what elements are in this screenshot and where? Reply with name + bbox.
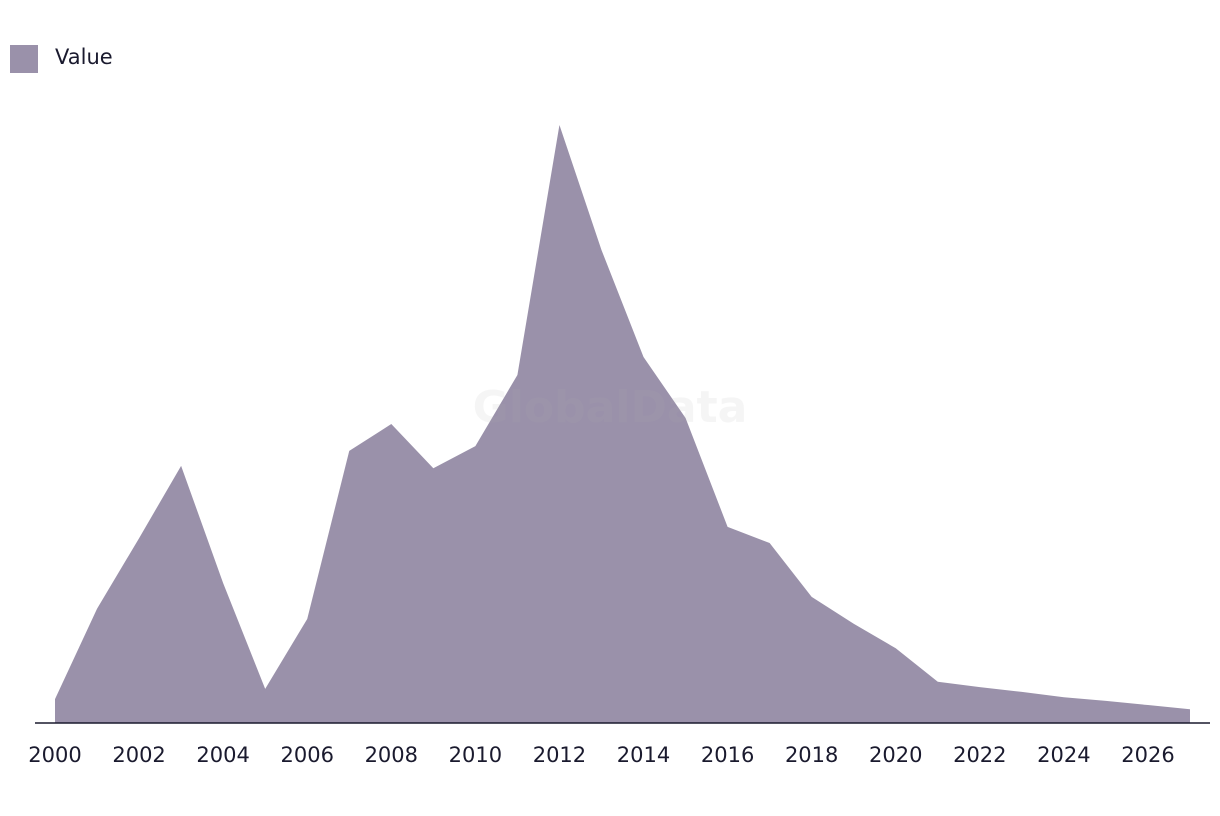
x-tick-label: 2002 [112,743,165,767]
x-tick-label: 2000 [28,743,81,767]
legend-label: Value [55,45,113,69]
x-tick-label: 2014 [617,743,670,767]
x-tick-label: 2004 [196,743,249,767]
x-tick-label: 2020 [869,743,922,767]
x-tick-label: 2010 [449,743,502,767]
x-tick-label: 2006 [280,743,333,767]
x-tick-label: 2024 [1037,743,1090,767]
watermark: GlobalData [473,382,748,433]
x-tick-label: 2016 [701,743,754,767]
x-tick-label: 2026 [1121,743,1174,767]
x-tick-label: 2008 [365,743,418,767]
x-tick-label: 2018 [785,743,838,767]
area [55,125,1190,723]
x-tick-label: 2012 [533,743,586,767]
legend-swatch [10,45,38,73]
x-tick-label: 2022 [953,743,1006,767]
